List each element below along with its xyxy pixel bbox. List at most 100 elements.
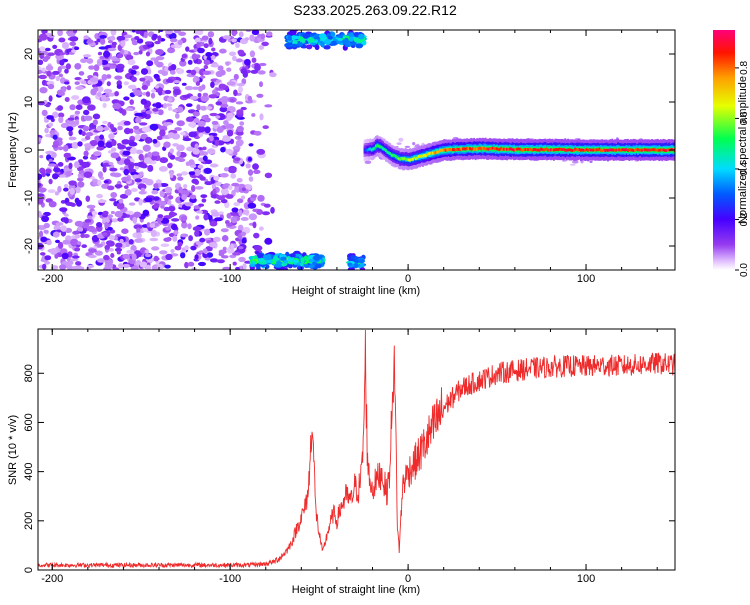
alias-blob [358,33,365,40]
trace-segment [410,158,413,161]
noise-blob [103,88,113,94]
noise-blob [151,151,160,157]
trace-segment [453,148,456,152]
noise-blob [221,235,229,242]
trace-segment [436,150,439,154]
noise-blob [198,203,205,207]
trace-segment [518,147,521,151]
noise-blob [214,200,221,204]
noise-blob [270,206,275,214]
noise-blob [206,252,214,258]
noise-blob [111,218,119,223]
alias-blob [291,35,300,40]
noise-blob [38,66,42,71]
noise-blob [173,30,181,34]
noise-blob [96,146,105,151]
noise-blob [81,131,86,137]
noise-blob [77,166,84,172]
trace-segment [424,154,427,158]
noise-blob [75,104,83,110]
noise-blob [263,203,271,208]
noise-blob [84,219,92,223]
trace-segment [515,147,518,151]
noise-blob [226,81,236,86]
noise-blob [230,173,237,179]
trace-segment [497,148,500,151]
alias-blob [298,42,303,46]
noise-blob [83,150,89,157]
noise-blob [107,214,114,218]
alias-blob [314,44,320,51]
noise-blob [186,103,193,107]
noise-blob [133,51,140,56]
noise-blob [47,163,57,167]
noise-blob [253,169,261,174]
noise-blob [105,141,114,148]
y-tick-label: 0 [23,567,35,573]
noise-blob [207,31,215,38]
noise-blob [249,50,256,58]
noise-blob [259,226,264,231]
trace-segment [564,148,567,152]
x-tick-label: -100 [219,273,241,285]
noise-blob [264,172,273,179]
noise-blob [240,231,247,237]
noise-blob [38,197,44,205]
noise-blob [241,78,247,85]
noise-blob [245,163,251,169]
trace-segment [547,148,550,152]
noise-blob [191,267,197,270]
noise-blob [218,251,225,257]
spectrogram-x-axis-label: Height of straight line (km) [292,285,420,297]
noise-blob [231,207,239,213]
trace-halo [404,145,411,148]
alias-blob [306,44,313,50]
noise-blob [135,149,144,154]
noise-blob [165,253,173,261]
trace-segment [631,148,634,152]
trace-segment [558,147,561,151]
trace-segment [387,151,390,155]
trace-segment [496,147,498,151]
trace-segment [523,148,525,151]
noise-blob [157,214,164,219]
noise-blob [144,136,152,144]
noise-blob [75,261,82,266]
noise-blob [232,146,241,150]
alias-blob [308,258,315,263]
noise-blob [123,185,129,190]
noise-blob [253,232,260,239]
noise-blob [235,266,240,270]
trace-halo [589,160,593,163]
trace-segment [490,147,493,151]
noise-blob [186,116,194,122]
trace-segment [632,149,635,152]
noise-blob [184,202,194,207]
noise-blob [196,30,204,36]
noise-blob [170,249,175,253]
noise-blob [198,261,206,267]
noise-blob [201,198,207,203]
noise-blob [264,237,273,245]
noise-blob [101,74,108,81]
noise-blob [195,215,200,220]
trace-segment [537,148,540,152]
noise-blob [169,171,174,179]
noise-blob [106,74,112,79]
noise-blob [102,120,108,124]
trace-segment [557,148,560,152]
trace-segment [400,157,403,160]
noise-blob [192,76,198,83]
trace-segment [528,147,531,151]
noise-blob [106,240,115,247]
noise-blob [41,109,48,117]
noise-blob [156,216,163,222]
snr-frame [37,328,676,571]
noise-blob [152,108,159,112]
noise-blob [226,129,234,137]
trace-segment [375,144,377,148]
noise-blob [141,126,150,133]
noise-blob [48,201,57,208]
trace-segment [592,148,595,152]
